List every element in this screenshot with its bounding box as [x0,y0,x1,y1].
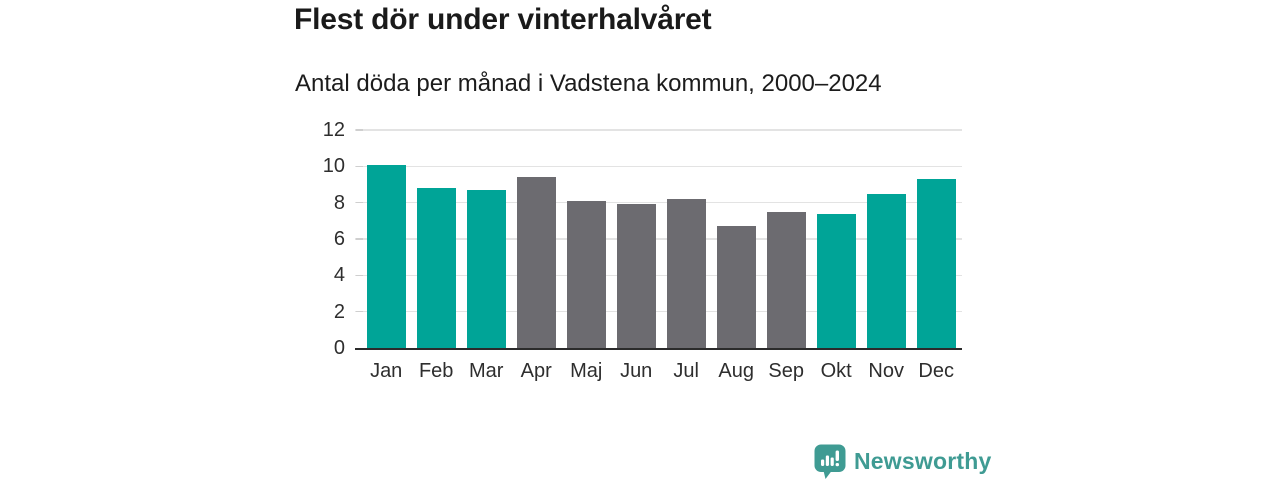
bar-jun [616,204,656,348]
newsworthy-logo-icon [814,444,846,479]
bar-jul [666,199,706,348]
bar-dec [916,179,956,348]
y-axis-tick [356,274,363,277]
y-axis-tick [356,238,363,240]
x-tick-label: Aug [718,360,754,382]
bar-mar [466,189,506,348]
bar-nov [866,193,906,348]
bar-apr [516,177,556,348]
x-tick-label: Dec [918,360,954,382]
x-tick-label: Okt [820,360,852,382]
y-tick-label: 12 [322,119,345,141]
brand-footer: Newsworthy [814,444,992,479]
y-tick-label: 0 [333,337,345,359]
chart-subtitle: Antal döda per månad i Vadstena kommun, … [295,70,882,97]
bar-aug [716,226,756,348]
plot-area [355,129,962,350]
bar-jan [366,164,406,348]
x-tick-label: Jan [370,360,403,382]
grid-line [355,274,962,277]
x-tick-label: Apr [520,360,552,382]
y-axis-tick [356,310,363,313]
x-tick-label: Sep [768,360,804,382]
bar-okt [816,213,856,348]
x-tick-label: Jun [620,360,653,382]
x-tick-label: Maj [570,360,603,382]
grid-line [355,201,962,204]
y-tick-label: 8 [333,191,345,214]
grid-line [355,238,962,240]
y-tick-label: 6 [333,228,345,250]
grid-line [355,165,962,168]
grid-line [355,310,962,313]
y-tick-label: 4 [333,264,345,287]
x-tick-label: Jul [673,360,699,382]
y-axis-tick [356,165,363,168]
bar-maj [566,200,606,348]
brand-name: Newsworthy [854,448,992,474]
chart-title: Flest dör under vinterhalvåret [294,3,712,36]
x-tick-label: Nov [868,360,904,382]
x-tick-label: Feb [418,360,454,382]
y-axis-tick [356,129,363,131]
grid-line [355,129,962,131]
bar-sep [766,211,806,348]
bar-feb [416,188,456,348]
y-tick-label: 2 [333,300,345,323]
y-axis-tick [356,201,363,204]
x-tick-label: Mar [468,360,504,382]
y-tick-label: 10 [322,155,345,178]
